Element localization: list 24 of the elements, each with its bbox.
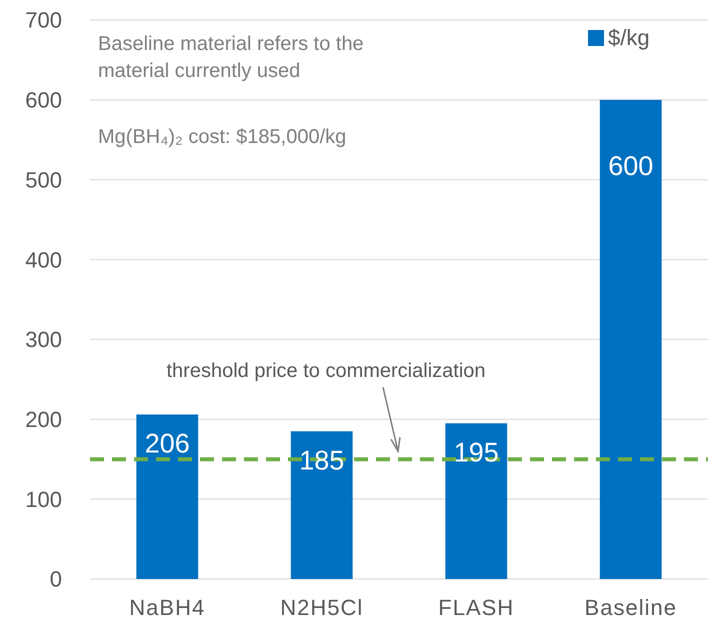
bar <box>136 414 198 579</box>
y-tick-label: 0 <box>50 566 62 592</box>
y-tick-label: 200 <box>25 406 62 432</box>
x-tick-label: Baseline <box>584 595 677 620</box>
y-tick-label: 700 <box>25 8 62 33</box>
x-tick-label: NaBH4 <box>129 595 206 620</box>
data-label: 185 <box>299 445 344 476</box>
y-tick-label: 500 <box>25 167 62 192</box>
y-tick-label: 600 <box>25 88 62 113</box>
data-label: 600 <box>608 150 654 181</box>
y-tick-label: 100 <box>25 486 62 512</box>
annotation: Mg(BH₄)₂ cost: $185,000/kg <box>98 126 346 148</box>
bar <box>290 431 353 579</box>
data-label: 195 <box>454 437 499 468</box>
bar <box>600 100 662 579</box>
x-tick-label: FLASH <box>438 595 514 620</box>
x-tick-label: N2H5Cl <box>280 595 364 620</box>
y-tick-label: 300 <box>25 327 62 352</box>
bar <box>445 423 508 579</box>
legend-label: $/kg <box>608 25 650 50</box>
annotation: Baseline material refers to the material currently used <box>98 33 364 82</box>
data-label: 206 <box>144 428 190 458</box>
ref-line-label: threshold price to commercialization <box>166 360 486 382</box>
y-tick-label: 400 <box>25 247 62 272</box>
